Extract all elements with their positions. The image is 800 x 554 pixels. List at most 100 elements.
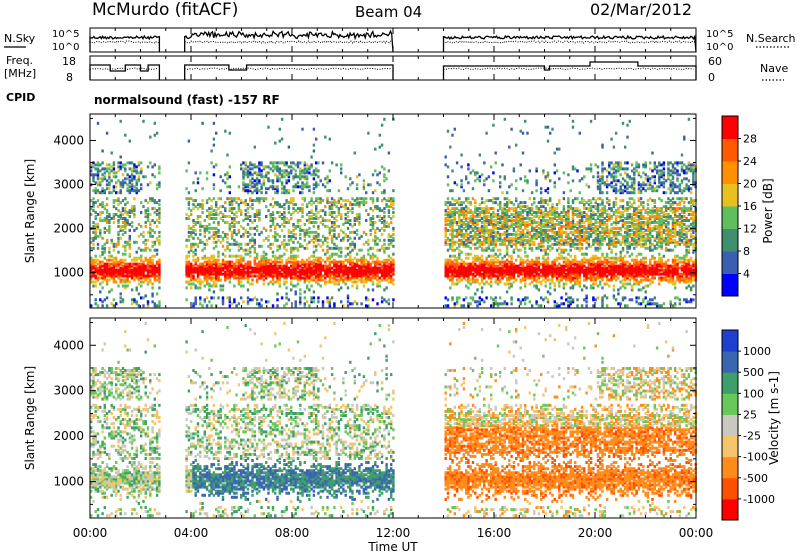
radar-cell: [326, 250, 329, 254]
radar-cell: [390, 264, 393, 268]
radar-cell: [255, 211, 259, 214]
radar-cell: [510, 268, 513, 272]
radar-cell: [301, 207, 304, 211]
radar-cell: [503, 175, 506, 179]
radar-cell: [369, 276, 372, 280]
radar-cell: [321, 300, 325, 304]
radar-cell: [542, 201, 545, 205]
radar-cell: [142, 274, 145, 278]
radar-cell: [515, 213, 518, 216]
radar-cell: [124, 274, 127, 278]
radar-cell: [355, 272, 359, 276]
radar-cell: [296, 276, 300, 280]
radar-cell: [96, 205, 100, 209]
radar-cell: [562, 215, 566, 218]
radar-cell: [94, 163, 97, 167]
radar-cell: [271, 268, 275, 272]
radar-cell: [340, 286, 343, 290]
radar-cell: [262, 282, 266, 286]
radar-cell: [549, 211, 552, 214]
radar-cell: [267, 258, 270, 262]
radar-cell: [112, 205, 116, 209]
radar-cell: [540, 211, 543, 214]
radar-cell: [485, 260, 488, 264]
radar-cell: [492, 248, 495, 252]
radar-cell: [474, 278, 477, 282]
radar-cell: [290, 268, 293, 272]
radar-cell: [135, 264, 138, 268]
radar-cell: [290, 264, 293, 268]
radar-cell: [194, 205, 197, 209]
radar-cell: [276, 264, 279, 268]
radar-cell: [269, 179, 272, 183]
radar-cell: [312, 254, 316, 258]
radar-cell: [551, 270, 554, 274]
radar-cell: [510, 262, 513, 266]
radar-cell: [260, 254, 263, 258]
radar-cell: [271, 205, 275, 209]
radar-cell: [555, 215, 559, 218]
radar-cell: [453, 254, 456, 258]
radar-cell: [383, 288, 386, 292]
radar-cell: [512, 274, 516, 278]
radar-cell: [126, 222, 129, 226]
radar-cell: [510, 183, 513, 187]
radar-cell: [210, 270, 213, 274]
radar-cell: [192, 207, 195, 211]
radar-cell: [544, 213, 547, 216]
radar-cell: [465, 228, 468, 232]
radar-cell: [135, 171, 138, 175]
radar-cell: [228, 222, 231, 226]
radar-cell: [503, 260, 506, 264]
radar-cell: [485, 131, 488, 135]
radar-cell: [119, 266, 122, 270]
radar-cell: [255, 187, 259, 191]
radar-cell: [115, 171, 118, 175]
radar-cell: [237, 244, 241, 248]
radar-cell: [105, 219, 109, 222]
radar-cell: [146, 219, 150, 222]
radar-cell: [130, 258, 134, 262]
radar-cell: [142, 264, 145, 268]
radar-cell: [228, 298, 231, 302]
radar-cell: [562, 264, 566, 268]
radar-cell: [365, 262, 368, 266]
radar-cell: [117, 197, 120, 201]
radar-cell: [521, 230, 525, 234]
radar-cell: [346, 278, 350, 282]
radar-cell: [133, 213, 136, 216]
radar-cell: [130, 262, 134, 266]
radar-cell: [221, 260, 225, 264]
radar-cell: [487, 222, 491, 226]
radar-cell: [212, 262, 216, 266]
radar-cell: [194, 268, 197, 272]
radar-cell: [446, 248, 450, 252]
radar-cell: [546, 260, 550, 264]
radar-cell: [112, 258, 116, 262]
radar-cell: [117, 284, 120, 288]
radar-cell: [96, 163, 100, 167]
radar-cell: [551, 278, 554, 282]
radar-cell: [512, 266, 516, 270]
radar-cell: [228, 185, 231, 189]
radar-cell: [92, 165, 95, 169]
radar-cell: [569, 221, 572, 224]
radar-cell: [151, 254, 154, 258]
radar-cell: [228, 296, 231, 300]
radar-cell: [369, 217, 372, 220]
radar-cell: [521, 209, 525, 213]
radar-cell: [451, 270, 454, 274]
radar-cell: [285, 296, 288, 300]
radar-cell: [299, 292, 302, 296]
radar-cell: [278, 264, 281, 268]
radar-cell: [476, 288, 479, 292]
radar-cell: [374, 230, 377, 234]
radar-cell: [517, 268, 520, 272]
radar-cell: [458, 252, 461, 256]
radar-cell: [528, 236, 531, 240]
radar-cell: [265, 173, 268, 177]
radar-cell: [121, 165, 125, 169]
radar-cell: [544, 280, 547, 284]
radar-cell: [276, 270, 279, 274]
radar-cell: [199, 262, 202, 266]
